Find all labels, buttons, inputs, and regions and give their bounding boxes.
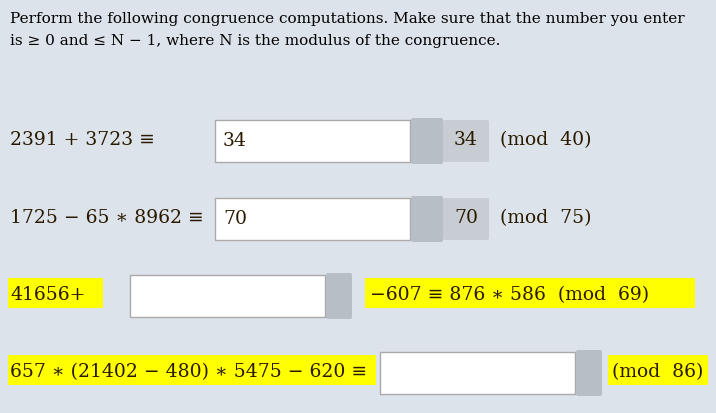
FancyBboxPatch shape — [608, 355, 708, 385]
FancyBboxPatch shape — [130, 275, 325, 317]
Text: 34: 34 — [454, 131, 478, 149]
FancyBboxPatch shape — [443, 120, 489, 162]
FancyBboxPatch shape — [411, 118, 443, 164]
FancyBboxPatch shape — [326, 273, 352, 319]
Text: (mod  40): (mod 40) — [500, 131, 591, 149]
FancyBboxPatch shape — [8, 278, 103, 308]
FancyBboxPatch shape — [215, 198, 410, 240]
FancyBboxPatch shape — [576, 350, 602, 396]
Text: 2391 + 3723 ≡: 2391 + 3723 ≡ — [10, 131, 155, 149]
FancyBboxPatch shape — [443, 198, 489, 240]
Text: is ≥ 0 and ≤ N − 1, where N is the modulus of the congruence.: is ≥ 0 and ≤ N − 1, where N is the modul… — [10, 34, 500, 48]
Text: Perform the following congruence computations. Make sure that the number you ent: Perform the following congruence computa… — [10, 12, 684, 26]
Text: (mod  86): (mod 86) — [612, 363, 703, 381]
FancyBboxPatch shape — [411, 196, 443, 242]
Text: −607 ≡ 876 ∗ 586  (mod  69): −607 ≡ 876 ∗ 586 (mod 69) — [370, 286, 649, 304]
Text: 1725 − 65 ∗ 8962 ≡: 1725 − 65 ∗ 8962 ≡ — [10, 209, 204, 227]
FancyBboxPatch shape — [8, 355, 376, 385]
Text: 34: 34 — [223, 132, 247, 150]
Text: 657 ∗ (21402 − 480) ∗ 5475 − 620 ≡: 657 ∗ (21402 − 480) ∗ 5475 − 620 ≡ — [10, 363, 367, 381]
Text: 70: 70 — [223, 210, 247, 228]
Text: 41656+: 41656+ — [10, 286, 85, 304]
FancyBboxPatch shape — [215, 120, 410, 162]
FancyBboxPatch shape — [380, 352, 575, 394]
FancyBboxPatch shape — [365, 278, 695, 308]
Text: 70: 70 — [454, 209, 478, 227]
Text: (mod  75): (mod 75) — [500, 209, 591, 227]
